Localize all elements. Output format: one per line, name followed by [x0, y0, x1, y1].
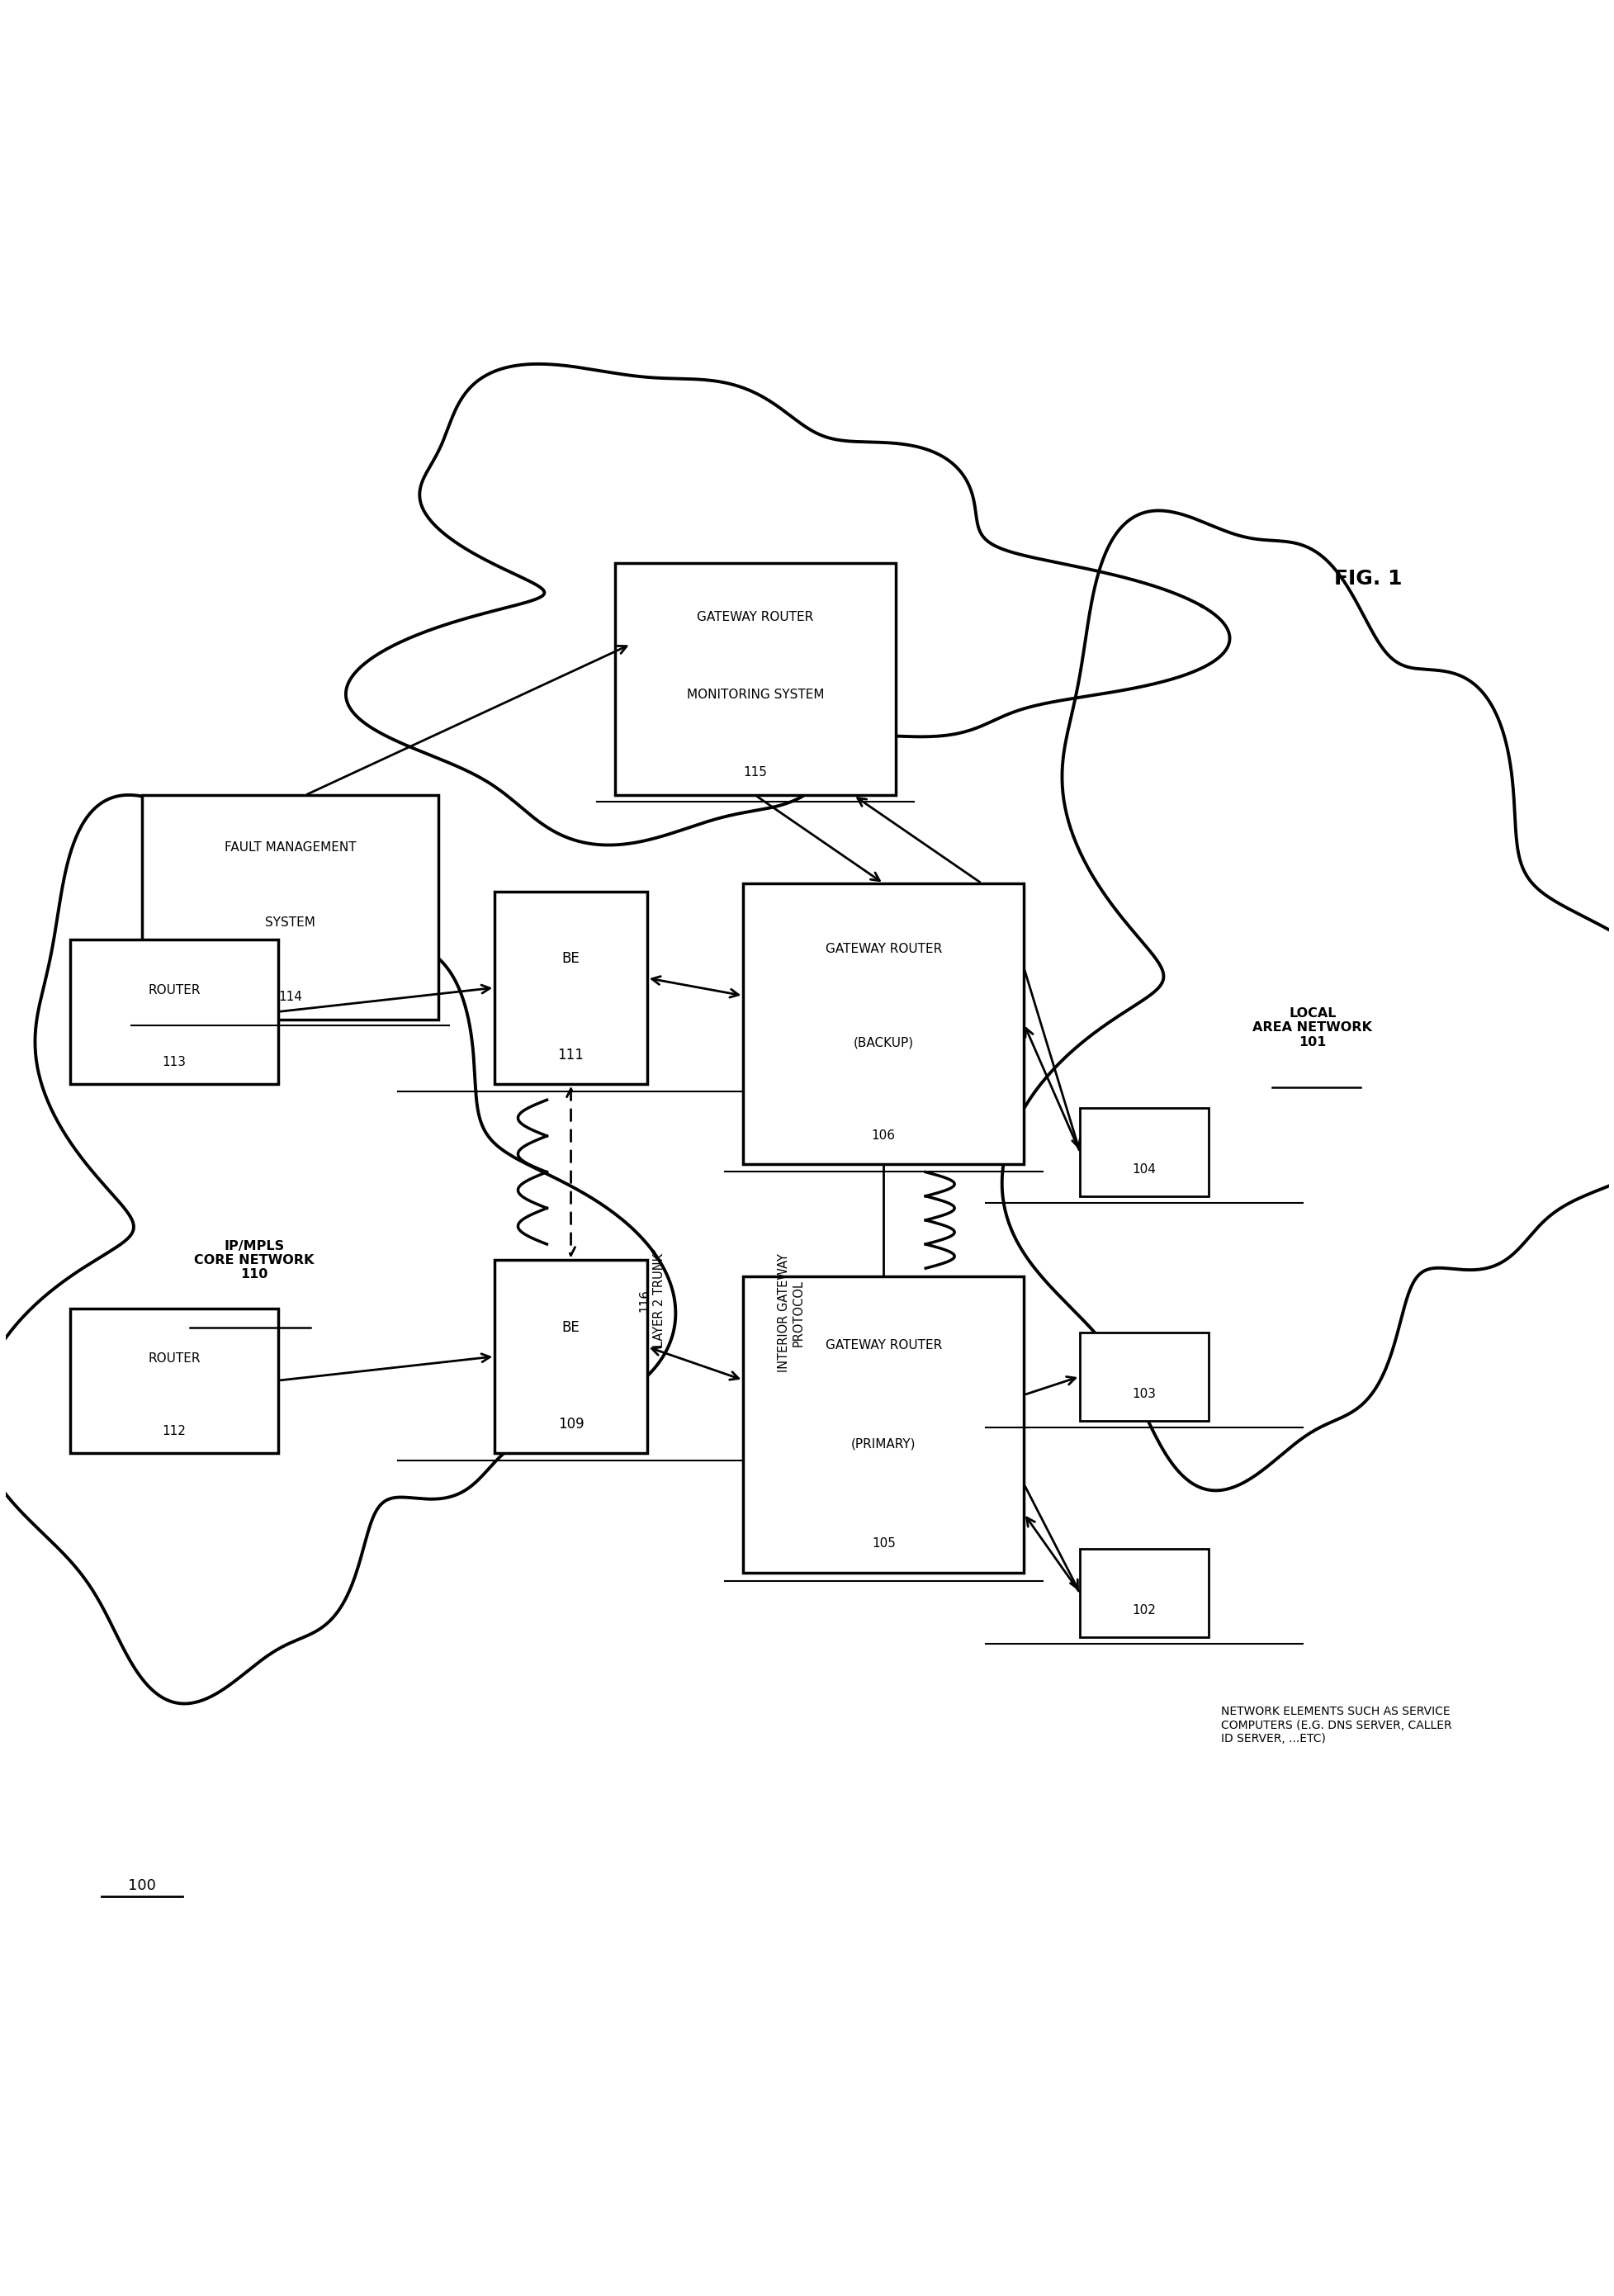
Text: 116
LAYER 2 TRUNK: 116 LAYER 2 TRUNK — [638, 1254, 665, 1348]
Polygon shape — [1002, 510, 1614, 1490]
Polygon shape — [345, 365, 1230, 845]
Text: 115: 115 — [742, 767, 767, 778]
Text: INTERIOR GATEWAY
PROTOCOL: INTERIOR GATEWAY PROTOCOL — [778, 1254, 804, 1373]
Text: 103: 103 — [1131, 1387, 1156, 1401]
Bar — [742, 884, 1023, 1164]
Bar — [142, 794, 439, 1019]
Bar — [494, 891, 647, 1084]
Text: BE: BE — [562, 951, 579, 967]
Text: 113: 113 — [161, 1056, 186, 1068]
Bar — [1080, 1109, 1207, 1196]
Text: 100: 100 — [128, 1878, 157, 1892]
Text: GATEWAY ROUTER: GATEWAY ROUTER — [825, 944, 941, 955]
Text: IP/MPLS
CORE NETWORK
110: IP/MPLS CORE NETWORK 110 — [194, 1240, 315, 1281]
Text: MONITORING SYSTEM: MONITORING SYSTEM — [686, 689, 823, 700]
Text: 111: 111 — [557, 1047, 584, 1063]
Text: ROUTER: ROUTER — [148, 1352, 200, 1366]
Bar — [742, 1277, 1023, 1573]
Text: FIG. 1: FIG. 1 — [1333, 569, 1403, 588]
Text: 114: 114 — [278, 992, 302, 1003]
Bar — [615, 563, 896, 794]
Text: LOCAL
AREA NETWORK
101: LOCAL AREA NETWORK 101 — [1252, 1008, 1372, 1049]
Text: 106: 106 — [872, 1130, 896, 1141]
Text: 104: 104 — [1131, 1164, 1156, 1176]
Text: GATEWAY ROUTER: GATEWAY ROUTER — [697, 611, 813, 622]
Bar — [494, 1261, 647, 1453]
Bar — [1080, 1332, 1207, 1421]
Bar — [1080, 1550, 1207, 1637]
Bar — [69, 1309, 278, 1453]
Text: ROUTER: ROUTER — [148, 985, 200, 996]
Text: 112: 112 — [161, 1426, 186, 1437]
Text: 109: 109 — [557, 1417, 584, 1430]
Text: (BACKUP): (BACKUP) — [852, 1035, 914, 1049]
Text: (PRIMARY): (PRIMARY) — [851, 1437, 915, 1451]
Text: GATEWAY ROUTER: GATEWAY ROUTER — [825, 1339, 941, 1352]
Text: 102: 102 — [1131, 1605, 1156, 1616]
Polygon shape — [0, 794, 675, 1704]
Text: SYSTEM: SYSTEM — [265, 916, 315, 928]
Text: FAULT MANAGEMENT: FAULT MANAGEMENT — [224, 840, 357, 854]
Text: BE: BE — [562, 1320, 579, 1334]
Text: NETWORK ELEMENTS SUCH AS SERVICE
COMPUTERS (E.G. DNS SERVER, CALLER
ID SERVER, .: NETWORK ELEMENTS SUCH AS SERVICE COMPUTE… — [1220, 1706, 1451, 1745]
Bar — [69, 939, 278, 1084]
Text: 105: 105 — [872, 1536, 896, 1550]
